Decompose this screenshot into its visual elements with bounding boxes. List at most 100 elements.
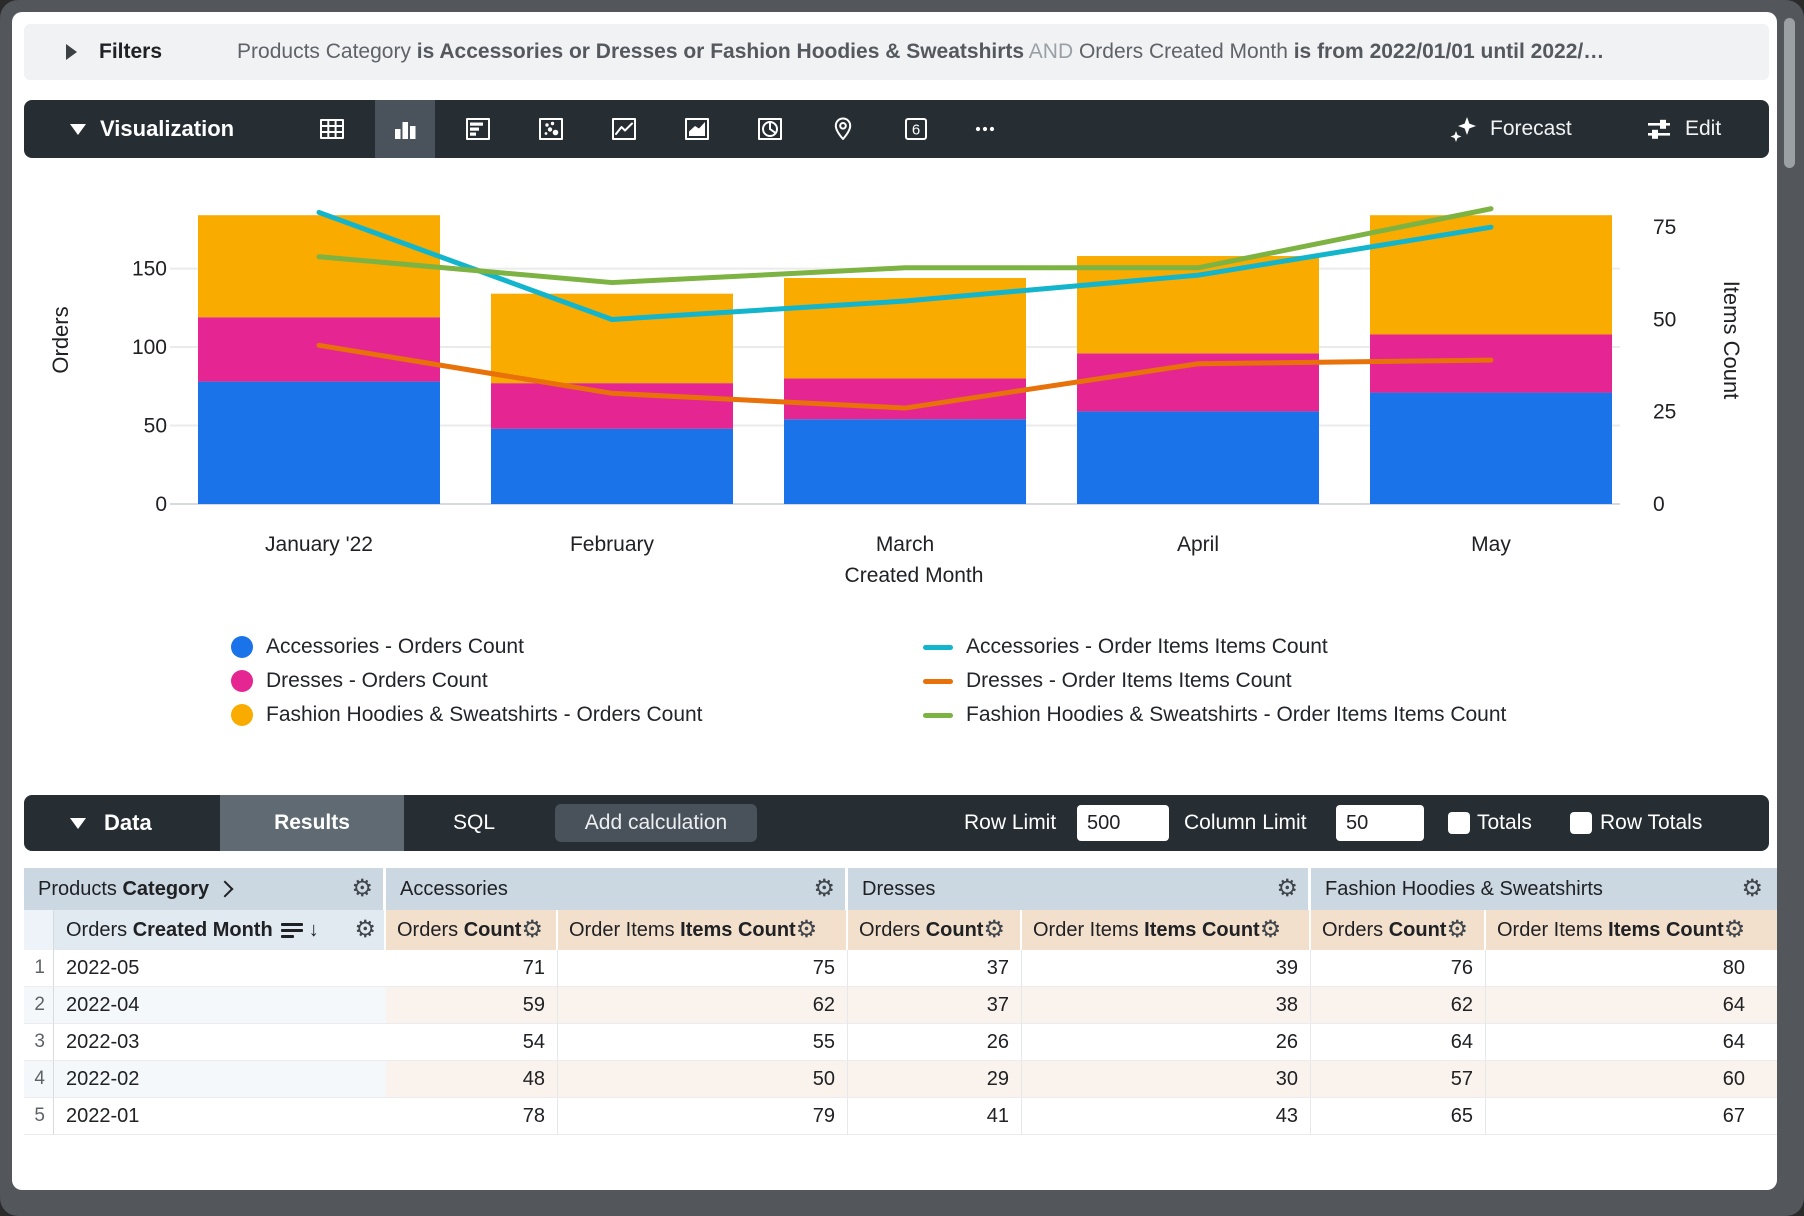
value-cell[interactable]: 39 — [1022, 950, 1311, 987]
viz-type-scatter-icon[interactable] — [521, 100, 581, 158]
created-month-cell[interactable]: 2022-05 — [54, 950, 386, 987]
column-group-dresses[interactable]: Dresses ⚙ — [848, 868, 1311, 910]
viz-type-pie-icon[interactable] — [740, 100, 800, 158]
gear-icon[interactable]: ⚙ — [351, 875, 373, 902]
value-cell[interactable]: 54 — [386, 1024, 558, 1061]
subtotal-icon[interactable] — [280, 922, 303, 938]
tab-sql[interactable]: SQL — [452, 811, 496, 834]
bar-segment[interactable] — [1077, 256, 1319, 354]
bar-segment[interactable] — [784, 378, 1026, 420]
gear-icon[interactable]: ⚙ — [1276, 875, 1298, 902]
value-cell[interactable]: 64 — [1486, 1024, 1777, 1061]
totals-checkbox[interactable] — [1448, 812, 1470, 834]
row-totals-checkbox[interactable] — [1570, 812, 1592, 834]
column-header-dress-items-count[interactable]: Order Items Items Count ⚙ — [1022, 910, 1311, 950]
expand-filters-icon[interactable] — [66, 44, 77, 60]
value-cell[interactable]: 80 — [1486, 950, 1777, 987]
legend-item[interactable]: Dresses - Orders Count — [231, 664, 703, 698]
forecast-button[interactable]: Forecast — [1448, 100, 1572, 158]
created-month-cell[interactable]: 2022-03 — [54, 1024, 386, 1061]
value-cell[interactable]: 59 — [386, 987, 558, 1024]
column-header-dress-orders-count[interactable]: Orders Count ⚙ — [848, 910, 1022, 950]
value-cell[interactable]: 67 — [1486, 1098, 1777, 1135]
gear-icon[interactable]: ⚙ — [795, 916, 818, 943]
chart-canvas[interactable]: 0 50 100 150 0 25 50 75 January '22 February March… — [24, 160, 1777, 610]
gear-icon[interactable]: ⚙ — [354, 916, 376, 943]
row-limit-input[interactable] — [1077, 805, 1169, 841]
bar-segment[interactable] — [198, 317, 440, 382]
bar-segment[interactable] — [1370, 215, 1612, 335]
viz-type-map-icon[interactable] — [813, 100, 873, 158]
viz-type-line-icon[interactable] — [594, 100, 654, 158]
row-number[interactable]: 5 — [24, 1098, 54, 1135]
bar-segment[interactable] — [1077, 411, 1319, 504]
value-cell[interactable]: 26 — [1022, 1024, 1311, 1061]
collapse-data-icon[interactable] — [70, 818, 86, 829]
legend-item[interactable]: Fashion Hoodies & Sweatshirts - Orders C… — [231, 698, 703, 732]
row-number[interactable]: 4 — [24, 1061, 54, 1098]
legend-item[interactable]: Fashion Hoodies & Sweatshirts - Order It… — [923, 698, 1506, 732]
created-month-cell[interactable]: 2022-02 — [54, 1061, 386, 1098]
value-cell[interactable]: 29 — [848, 1061, 1022, 1098]
edit-button[interactable]: Edit — [1645, 100, 1721, 158]
row-number[interactable]: 1 — [24, 950, 54, 987]
value-cell[interactable]: 26 — [848, 1024, 1022, 1061]
line-series[interactable] — [316, 342, 1494, 411]
value-cell[interactable]: 48 — [386, 1061, 558, 1098]
filters-bar[interactable]: Filters Products Category is Accessories… — [24, 24, 1769, 80]
sort-desc-icon[interactable]: ↓ — [308, 918, 319, 941]
add-calculation-button[interactable]: Add calculation — [555, 804, 757, 842]
expand-pivot-icon[interactable] — [216, 880, 234, 898]
value-cell[interactable]: 55 — [558, 1024, 848, 1061]
column-header-fashion-items-count[interactable]: Order Items Items Count ⚙ — [1486, 910, 1777, 950]
row-number[interactable]: 2 — [24, 987, 54, 1024]
vertical-scrollbar-thumb[interactable] — [1784, 18, 1795, 168]
bar-segment[interactable] — [784, 419, 1026, 504]
gear-icon[interactable]: ⚙ — [521, 916, 543, 943]
column-header-fashion-orders-count[interactable]: Orders Count ⚙ — [1311, 910, 1486, 950]
created-month-cell[interactable]: 2022-04 — [54, 987, 386, 1024]
gear-icon[interactable]: ⚙ — [1741, 875, 1763, 902]
gear-icon[interactable]: ⚙ — [1723, 916, 1746, 943]
row-number[interactable]: 3 — [24, 1024, 54, 1061]
value-cell[interactable]: 64 — [1311, 1024, 1486, 1061]
viz-type-table-icon[interactable] — [302, 100, 362, 158]
viz-type-single-value-icon[interactable]: 6 — [886, 100, 946, 158]
column-limit-input[interactable] — [1336, 805, 1424, 841]
bar-segment[interactable] — [491, 428, 733, 504]
viz-type-more-icon[interactable] — [955, 100, 1015, 158]
value-cell[interactable]: 38 — [1022, 987, 1311, 1024]
gear-icon[interactable]: ⚙ — [813, 875, 835, 902]
gear-icon[interactable]: ⚙ — [1446, 916, 1468, 943]
value-cell[interactable]: 76 — [1311, 950, 1486, 987]
viz-type-column-icon[interactable] — [375, 100, 435, 158]
value-cell[interactable]: 79 — [558, 1098, 848, 1135]
value-cell[interactable]: 71 — [386, 950, 558, 987]
value-cell[interactable]: 30 — [1022, 1061, 1311, 1098]
column-header-acc-items-count[interactable]: Order Items Items Count ⚙ — [558, 910, 848, 950]
value-cell[interactable]: 41 — [848, 1098, 1022, 1135]
line-series[interactable] — [316, 209, 1494, 322]
value-cell[interactable]: 62 — [1311, 987, 1486, 1024]
bar-segment[interactable] — [1370, 392, 1612, 504]
value-cell[interactable]: 37 — [848, 950, 1022, 987]
bar-segment[interactable] — [491, 383, 733, 429]
value-cell[interactable]: 65 — [1311, 1098, 1486, 1135]
tab-results[interactable]: Results — [220, 795, 404, 851]
value-cell[interactable]: 75 — [558, 950, 848, 987]
value-cell[interactable]: 60 — [1486, 1061, 1777, 1098]
column-header-created-month[interactable]: Orders Created Month ↓ ⚙ — [54, 910, 386, 950]
value-cell[interactable]: 78 — [386, 1098, 558, 1135]
value-cell[interactable]: 37 — [848, 987, 1022, 1024]
line-series[interactable] — [316, 206, 1494, 286]
viz-type-area-icon[interactable] — [667, 100, 727, 158]
column-group-accessories[interactable]: Accessories ⚙ — [386, 868, 848, 910]
bar-segment[interactable] — [491, 293, 733, 384]
gear-icon[interactable]: ⚙ — [983, 916, 1005, 943]
bar-segment[interactable] — [198, 381, 440, 504]
column-header-acc-orders-count[interactable]: Orders Count ⚙ — [386, 910, 558, 950]
viz-type-bar-icon[interactable] — [448, 100, 508, 158]
value-cell[interactable]: 62 — [558, 987, 848, 1024]
created-month-cell[interactable]: 2022-01 — [54, 1098, 386, 1135]
collapse-visualization-icon[interactable] — [70, 124, 86, 135]
